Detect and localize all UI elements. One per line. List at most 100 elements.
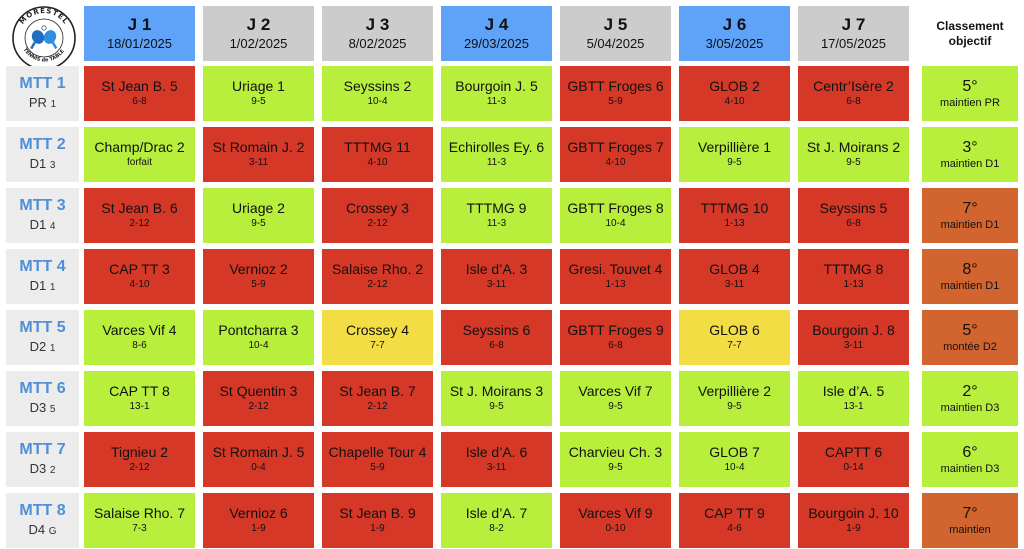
match-score: 6-8	[489, 340, 504, 351]
day-label: J 5	[603, 14, 628, 34]
match-score: 1-9	[251, 523, 266, 534]
opponent-name: GLOB 7	[709, 444, 760, 460]
match-cell: St J. Moirans 2 9-5	[798, 127, 909, 182]
team-cell: MTT 8 D4 G	[6, 493, 79, 548]
match-cell: Tignieu 2 2-12	[84, 432, 195, 487]
team-division: D1 3	[30, 155, 56, 174]
opponent-name: St Romain J. 5	[212, 444, 305, 460]
match-cell: St J. Moirans 3 9-5	[441, 371, 552, 426]
opponent-name: Bourgoin J. 10	[808, 505, 899, 521]
match-cell: GBTT Froges 6 5-9	[560, 66, 671, 121]
match-score: 9-5	[251, 96, 266, 107]
match-cell: Isle d’A. 6 3-11	[441, 432, 552, 487]
team-pool: 4	[49, 221, 56, 232]
match-cell: Chapelle Tour 4 5-9	[322, 432, 433, 487]
match-cell: Seyssins 6 6-8	[441, 310, 552, 365]
day-date: 3/05/2025	[705, 35, 764, 51]
team-level: D4	[28, 522, 46, 537]
match-score: 0-10	[605, 523, 626, 534]
team-name: MTT 3	[19, 197, 66, 214]
objective-header: Classement objectif	[922, 6, 1018, 61]
match-score: 4-10	[367, 157, 388, 168]
day-header: J 7 17/05/2025	[798, 6, 909, 61]
opponent-name: Verpillière 1	[697, 139, 772, 155]
match-cell: Salaise Rho. 7 7-3	[84, 493, 195, 548]
match-score: 6-8	[608, 340, 623, 351]
match-cell: GBTT Froges 7 4-10	[560, 127, 671, 182]
objective-text: maintien	[949, 524, 991, 536]
opponent-name: St Jean B. 9	[339, 505, 416, 521]
team-pool: 3	[49, 160, 56, 171]
match-cell: Centr’Isère 2 6-8	[798, 66, 909, 121]
team-level: PR	[28, 95, 47, 110]
team-pool: 1	[49, 343, 56, 354]
match-score: 10-4	[248, 340, 269, 351]
match-cell: CAPTT 6 0-14	[798, 432, 909, 487]
match-score: 13-1	[843, 401, 864, 412]
match-score: 9-5	[489, 401, 504, 412]
team-division: D1 4	[30, 216, 56, 235]
day-date: 8/02/2025	[348, 35, 407, 51]
match-score: 3-11	[486, 462, 507, 473]
match-cell: Vernioz 6 1-9	[203, 493, 314, 548]
objective-header-title: Classement objectif	[936, 18, 1004, 48]
opponent-name: St J. Moirans 2	[806, 139, 901, 155]
opponent-name: Seyssins 2	[343, 78, 412, 94]
opponent-name: Gresi. Touvet 4	[568, 261, 663, 277]
day-label: J 3	[365, 14, 390, 34]
match-cell: Isle d’A. 5 13-1	[798, 371, 909, 426]
opponent-name: CAP TT 8	[109, 383, 170, 399]
objective-cell: 2° maintien D3	[922, 371, 1018, 426]
opponent-name: St J. Moirans 3	[449, 383, 544, 399]
opponent-name: TTTMG 11	[344, 139, 411, 155]
club-logo-icon: MORESTEL TENNIS de TABLE	[12, 6, 76, 70]
objective-cell: 5° maintien PR	[922, 66, 1018, 121]
opponent-name: TTTMG 9	[466, 200, 527, 216]
opponent-name: CAP TT 9	[704, 505, 765, 521]
day-label: J 6	[722, 14, 747, 34]
match-score: 10-4	[605, 218, 626, 229]
match-score: 5-9	[608, 96, 623, 107]
opponent-name: CAP TT 3	[109, 261, 170, 277]
opponent-name: Bourgoin J. 8	[812, 322, 895, 338]
objective-place: 5°	[962, 78, 978, 95]
objective-place: 7°	[962, 505, 978, 522]
opponent-name: GBTT Froges 7	[567, 139, 664, 155]
match-cell: St Romain J. 2 3-11	[203, 127, 314, 182]
team-level: D1	[29, 156, 47, 171]
opponent-name: Isle d’A. 7	[465, 505, 528, 521]
match-cell: GBTT Froges 9 6-8	[560, 310, 671, 365]
match-cell: St Jean B. 5 6-8	[84, 66, 195, 121]
objective-cell: 5° montée D2	[922, 310, 1018, 365]
match-cell: TTTMG 10 1-13	[679, 188, 790, 243]
match-score: 3-11	[486, 279, 507, 290]
match-score: 11-3	[486, 157, 507, 168]
match-cell: St Quentin 3 2-12	[203, 371, 314, 426]
match-score: 9-5	[727, 157, 742, 168]
match-score: 9-5	[608, 462, 623, 473]
objective-cell: 7° maintien D1	[922, 188, 1018, 243]
team-cell: MTT 3 D1 4	[6, 188, 79, 243]
opponent-name: Echirolles Ey. 6	[448, 139, 545, 155]
team-pool: G	[48, 526, 57, 537]
day-date: 1/02/2025	[229, 35, 288, 51]
match-score: 2-12	[367, 279, 388, 290]
opponent-name: Charvieu Ch. 3	[568, 444, 663, 460]
opponent-name: Champ/Drac 2	[94, 139, 185, 155]
match-cell: GLOB 6 7-7	[679, 310, 790, 365]
match-score: 9-5	[846, 157, 861, 168]
match-cell: GLOB 7 10-4	[679, 432, 790, 487]
match-cell: Verpillière 2 9-5	[679, 371, 790, 426]
objective-place: 7°	[962, 200, 978, 217]
team-cell: MTT 4 D1 1	[6, 249, 79, 304]
objective-text: maintien PR	[940, 97, 1000, 109]
objective-text: maintien D1	[940, 158, 1000, 170]
opponent-name: Varces Vif 4	[102, 322, 177, 338]
day-header: J 6 3/05/2025	[679, 6, 790, 61]
match-cell: Echirolles Ey. 6 11-3	[441, 127, 552, 182]
match-score: 1-13	[605, 279, 626, 290]
objective-text: maintien D1	[940, 280, 1000, 292]
opponent-name: Uriage 2	[232, 200, 285, 216]
objective-place: 2°	[962, 383, 978, 400]
